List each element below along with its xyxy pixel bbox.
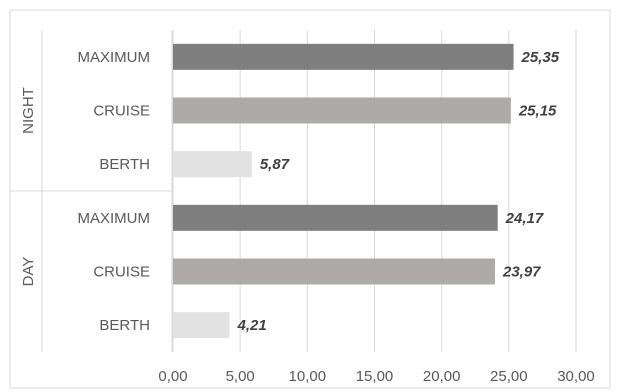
bar-night-berth: [173, 151, 252, 178]
x-tick-label: 30,00: [557, 368, 595, 385]
category-label-day-cruise: CRUISE: [93, 264, 150, 281]
x-tick-label: 20,00: [423, 368, 461, 385]
category-label-day-berth: BERTH: [99, 317, 150, 334]
bars: [173, 43, 514, 339]
data-label-night-cruise: 25,15: [518, 103, 557, 120]
data-label-night-maximum: 25,35: [521, 49, 560, 66]
bar-day-maximum: [173, 204, 498, 231]
data-label-day-maximum: 24,17: [505, 210, 544, 227]
x-tick-label: 15,00: [356, 368, 394, 385]
data-label-day-cruise: 23,97: [502, 264, 541, 281]
chart-border: [9, 9, 611, 389]
x-tick-label: 5,00: [226, 368, 255, 385]
group-label-night: NIGHT: [20, 87, 37, 134]
data-label-day-berth: 4,21: [237, 317, 267, 334]
bar-night-cruise: [173, 97, 511, 124]
labels: 0,00 5,00 10,00 15,00 20,00 25,00 30,00 NIGHT MA…: [20, 49, 595, 385]
category-label-night-berth: BERTH: [99, 156, 150, 173]
x-tick-label: 10,00: [289, 368, 327, 385]
gridlines: [172, 30, 577, 352]
category-label-night-cruise: CRUISE: [93, 103, 150, 120]
category-label-night-maximum: MAXIMUM: [78, 49, 151, 66]
bar-night-maximum: [173, 43, 514, 70]
bar-day-berth: [173, 312, 230, 339]
data-label-night-berth: 5,87: [260, 156, 290, 173]
x-tick-label: 0,00: [158, 368, 187, 385]
category-label-day-maximum: MAXIMUM: [78, 210, 151, 227]
x-tick-label: 25,00: [490, 368, 528, 385]
group-label-day: DAY: [20, 257, 37, 287]
bar-day-cruise: [173, 258, 495, 285]
category-axis: [10, 30, 173, 352]
